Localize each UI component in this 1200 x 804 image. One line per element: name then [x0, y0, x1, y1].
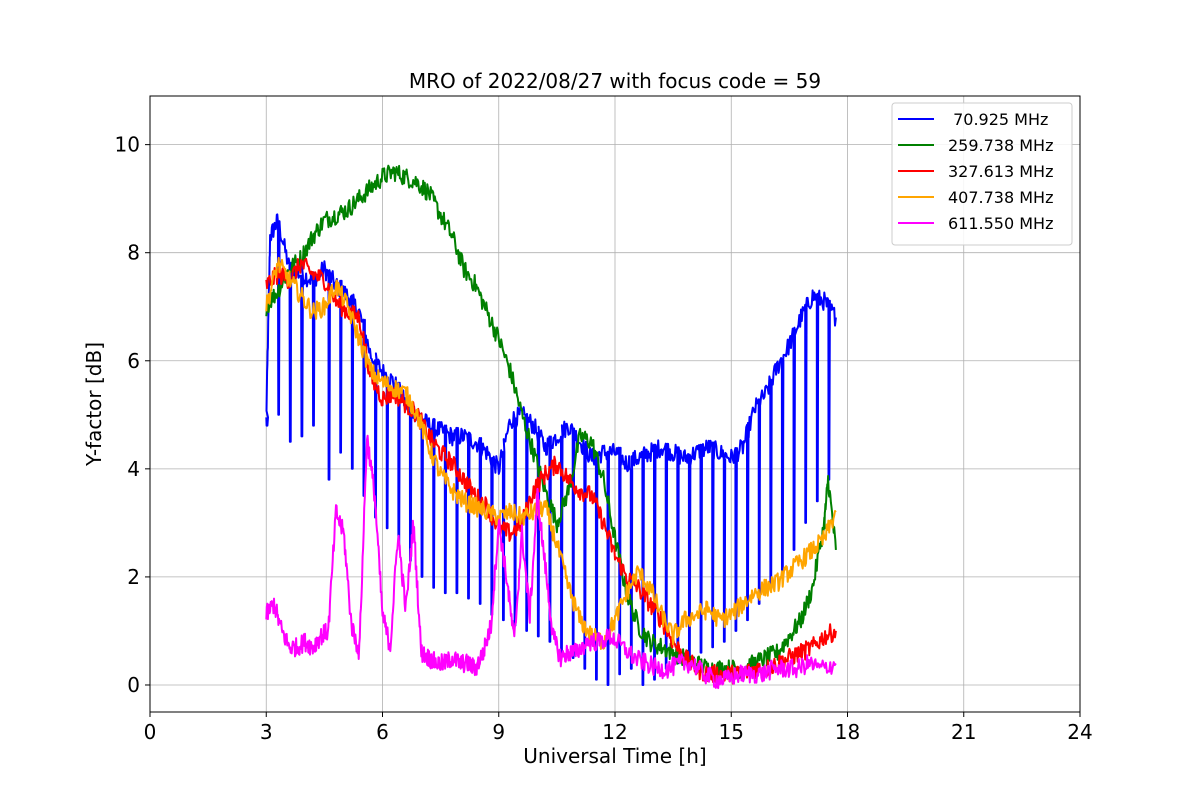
series-line-4: [265, 434, 837, 690]
x-tick-label: 21: [951, 720, 976, 744]
x-tick-label: 15: [719, 720, 744, 744]
legend: 70.925 MHz 259.738 MHz 327.613 MHz 407.738 …: [891, 102, 1073, 246]
y-tick-label: 4: [127, 457, 140, 481]
y-tick-label: 6: [127, 349, 140, 373]
legend-box: [891, 102, 1073, 246]
series-line-3: [265, 256, 837, 650]
legend-label: 259.738 MHz: [948, 136, 1053, 155]
chart-title: MRO of 2022/08/27 with focus code = 59: [409, 69, 821, 93]
legend-label: 407.738 MHz: [948, 188, 1053, 207]
legend-label: 611.550 MHz: [948, 214, 1053, 233]
x-tick-label: 18: [835, 720, 860, 744]
x-tick-label: 12: [602, 720, 627, 744]
x-tick-label: 0: [144, 720, 157, 744]
y-axis-label: Y-factor [dB]: [82, 342, 106, 467]
series-line-0: [265, 213, 837, 686]
x-tick-label: 9: [492, 720, 505, 744]
y-tick-label: 8: [127, 241, 140, 265]
y-tick-label: 10: [115, 133, 140, 157]
series-layer: [265, 164, 837, 690]
x-tick-label: 3: [260, 720, 273, 744]
y-tick-label: 2: [127, 565, 140, 589]
legend-label: 327.613 MHz: [948, 162, 1053, 181]
x-axis-label: Universal Time [h]: [523, 744, 706, 768]
legend-label: 70.925 MHz: [948, 110, 1048, 129]
y-tick-label: 0: [127, 673, 140, 697]
x-tick-label: 24: [1067, 720, 1092, 744]
x-tick-label: 6: [376, 720, 389, 744]
